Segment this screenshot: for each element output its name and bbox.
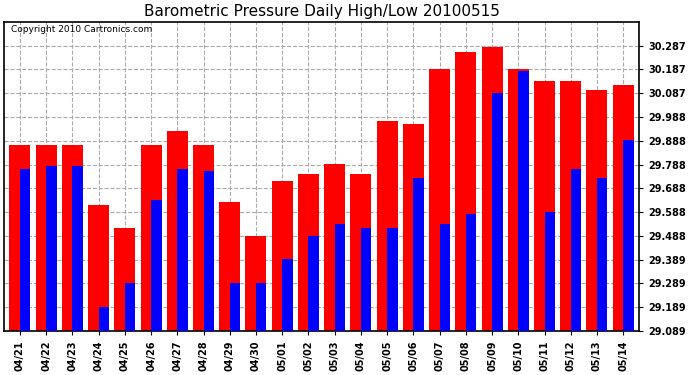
Bar [597,178,607,331]
Bar [36,145,57,331]
Bar [256,283,266,331]
Bar [455,52,476,331]
Bar [177,169,188,331]
Bar [46,166,57,331]
Bar [613,86,633,331]
Bar [413,178,424,331]
Bar [125,283,135,331]
Bar [482,47,502,331]
Title: Barometric Pressure Daily High/Low 20100515: Barometric Pressure Daily High/Low 20100… [144,4,500,19]
Bar [534,81,555,331]
Bar [571,169,581,331]
Bar [518,71,529,331]
Bar [282,260,293,331]
Bar [88,205,109,331]
Bar [193,145,214,331]
Bar [508,69,529,331]
Bar [99,307,109,331]
Bar [560,81,581,331]
Text: Copyright 2010 Cartronics.com: Copyright 2010 Cartronics.com [10,25,152,34]
Bar [272,181,293,331]
Bar [440,224,450,331]
Bar [141,145,161,331]
Bar [219,202,240,331]
Bar [377,121,397,331]
Bar [246,236,266,331]
Bar [387,228,397,331]
Bar [230,283,240,331]
Bar [72,166,83,331]
Bar [335,224,345,331]
Bar [151,200,161,331]
Bar [167,130,188,331]
Bar [324,164,345,331]
Bar [62,145,83,331]
Bar [298,174,319,331]
Bar [586,90,607,331]
Bar [308,236,319,331]
Bar [20,169,30,331]
Bar [361,228,371,331]
Bar [10,145,30,331]
Bar [623,140,633,331]
Bar [544,212,555,331]
Bar [115,228,135,331]
Bar [351,174,371,331]
Bar [204,171,214,331]
Bar [429,69,450,331]
Bar [492,93,502,331]
Bar [466,214,476,331]
Bar [403,123,424,331]
